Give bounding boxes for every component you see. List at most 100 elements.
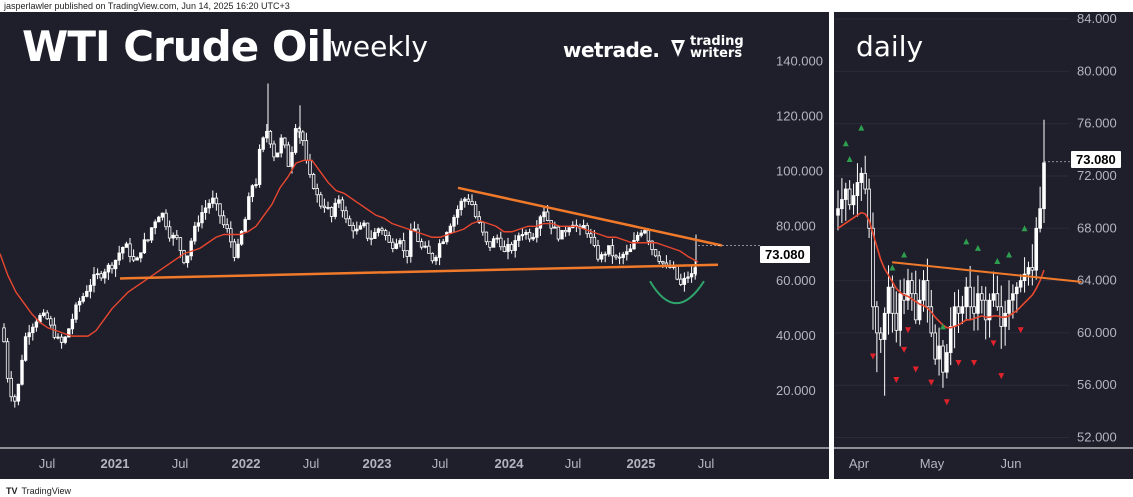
candle-body	[1003, 312, 1007, 327]
y-tick-label: 72.000	[1077, 168, 1117, 183]
y-tick-label: 76.000	[1077, 116, 1117, 131]
candle-body	[535, 227, 539, 238]
candle-body	[333, 202, 337, 217]
candle-body	[964, 286, 969, 308]
candle-body	[200, 212, 204, 224]
candle-body	[56, 336, 60, 339]
daily-chart-title: daily	[856, 30, 924, 63]
candle-body	[70, 318, 75, 330]
x-tick-label: Jul	[565, 456, 582, 471]
candle-body	[929, 306, 934, 334]
candle-body	[250, 185, 255, 198]
candle-body	[607, 245, 611, 255]
weekly-chart[interactable]: 140.000 120.000 100.000 80.000 60.000 40.000 2…	[0, 12, 829, 479]
down-arrow-marker	[943, 399, 950, 406]
candle-body	[499, 237, 503, 248]
publish-info: jasperlawler published on TradingView.co…	[4, 1, 290, 11]
candle-body	[556, 226, 561, 240]
candle-body	[23, 336, 28, 361]
candle-body	[376, 228, 381, 233]
x-tick-label: Jun	[1001, 456, 1022, 471]
candle-body	[358, 225, 363, 230]
candle-body	[160, 212, 165, 218]
moving-average-line	[0, 159, 699, 337]
y-tick-label: 20.000	[776, 383, 816, 398]
up-arrow-marker	[994, 257, 1001, 264]
daily-last-price-badge: 73.080	[1071, 151, 1121, 168]
y-tick-label: 60.000	[776, 273, 816, 288]
candle-body	[851, 195, 856, 206]
candle-body	[945, 352, 949, 373]
down-arrow-marker	[998, 373, 1005, 380]
candle-body	[882, 312, 887, 340]
candle-body	[319, 194, 323, 207]
candle-body	[675, 265, 679, 280]
candle-body	[121, 246, 125, 254]
candle-body	[221, 215, 226, 226]
candle-body	[614, 255, 618, 258]
candle-body	[972, 306, 976, 314]
candle-body	[380, 228, 384, 231]
candle-body	[401, 240, 406, 252]
candle-body	[477, 216, 481, 223]
candle-body	[549, 220, 553, 229]
up-arrow-marker	[858, 124, 865, 131]
candle-body	[589, 233, 593, 238]
candle-body	[941, 345, 945, 373]
y-tick-label: 80.000	[1077, 63, 1117, 78]
candle-body	[326, 206, 330, 209]
candle-body	[110, 264, 114, 270]
candle-body	[95, 273, 100, 276]
candle-body	[391, 241, 395, 249]
candle-body	[27, 332, 31, 338]
candle-body	[405, 250, 409, 257]
candle-body	[463, 198, 467, 202]
candle-body	[31, 326, 35, 334]
candle-body	[261, 137, 265, 150]
y-tick-label: 100.000	[776, 163, 823, 178]
trading-writers-icon	[671, 40, 685, 57]
down-arrow-marker	[971, 360, 978, 367]
candle-body	[531, 236, 535, 240]
y-tick-label: 84.000	[1077, 12, 1117, 26]
footer-text: TradingView	[21, 486, 72, 496]
candle-body	[1014, 286, 1019, 295]
candle-body	[437, 243, 442, 258]
y-tick-label: 64.000	[1077, 273, 1117, 288]
candle-body	[128, 243, 132, 257]
candle-body	[427, 245, 431, 254]
candle-body	[153, 221, 157, 229]
candle-body	[581, 225, 586, 229]
candle-body	[610, 245, 615, 257]
candle-body	[621, 253, 625, 258]
candle-body	[337, 199, 341, 204]
candle-body	[592, 236, 597, 246]
candle-body	[49, 318, 53, 326]
cup-pattern-curve	[649, 280, 705, 305]
x-tick-label: Jul	[39, 456, 56, 471]
candle-body	[513, 240, 517, 251]
candle-body	[455, 209, 460, 218]
candle-body	[1034, 227, 1039, 271]
candle-body	[142, 239, 147, 254]
candle-body	[913, 293, 918, 321]
daily-chart[interactable]: 84.000 80.000 76.000 72.000 68.000 64.000 60.0…	[834, 12, 1133, 479]
candle-body	[878, 332, 883, 340]
candle-body	[863, 172, 868, 190]
candle-body	[473, 204, 478, 218]
down-arrow-marker	[955, 360, 962, 367]
candle-body	[653, 249, 658, 257]
candle-body	[567, 227, 571, 233]
up-arrow-marker	[1021, 225, 1028, 232]
daily-chart-panel[interactable]: 84.000 80.000 76.000 72.000 68.000 64.000 60.0…	[834, 12, 1133, 479]
chart-title: WTI Crude Oil	[22, 22, 334, 71]
candle-body	[106, 264, 111, 273]
candle-body	[81, 296, 85, 302]
candle-body	[167, 226, 172, 239]
weekly-chart-panel[interactable]: 140.000 120.000 100.000 80.000 60.000 40.000 2…	[0, 12, 829, 479]
candle-body	[99, 273, 103, 279]
candle-body	[92, 274, 96, 286]
candle-body	[214, 197, 219, 205]
candle-body	[394, 243, 399, 249]
candle-body	[524, 231, 528, 235]
